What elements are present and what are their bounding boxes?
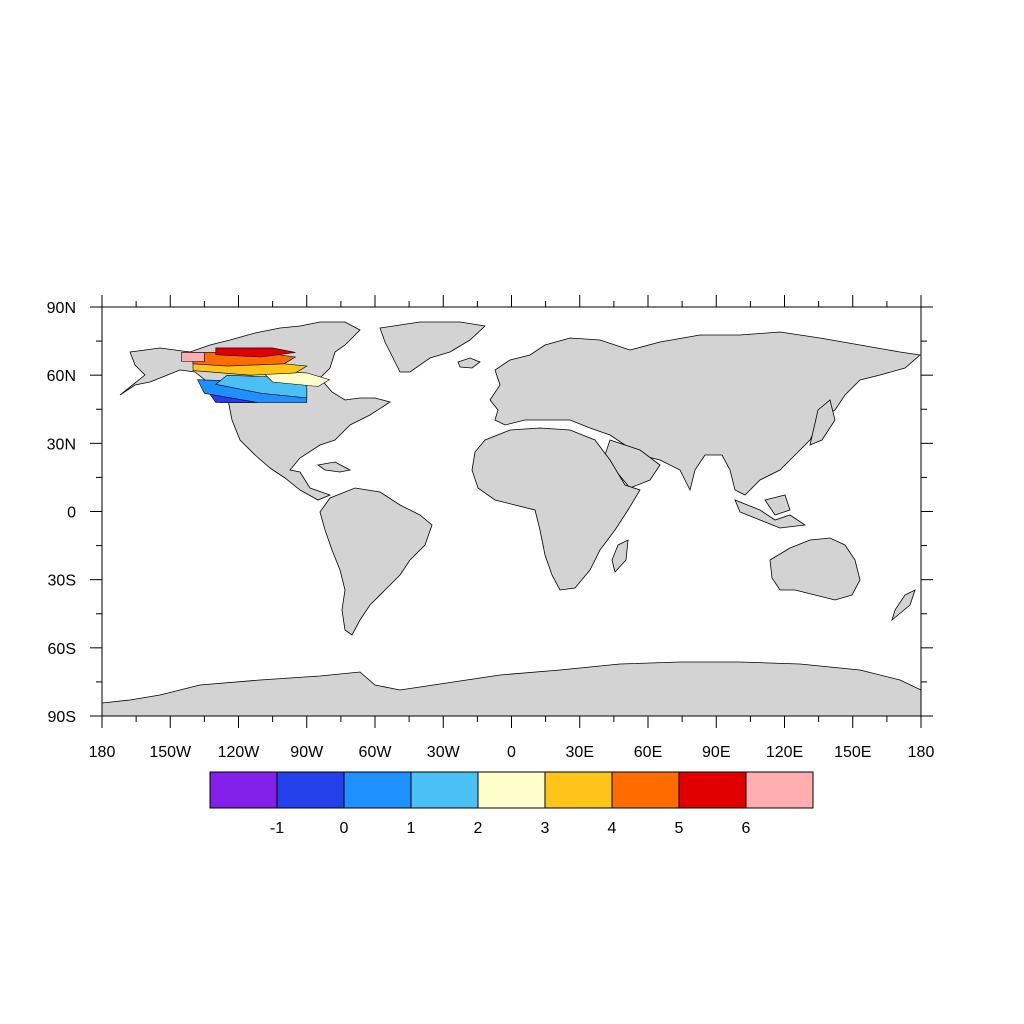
colorbar-level-label: 0	[340, 820, 349, 837]
iceland	[457, 357, 481, 369]
colorbar-level-label: -1	[270, 820, 284, 837]
lon-label: 30W	[427, 744, 461, 761]
lat-label: 60N	[47, 368, 76, 385]
lon-label: 30E	[566, 744, 594, 761]
colorbar-level-label: 3	[541, 820, 550, 837]
australia	[769, 537, 861, 601]
colorbar-box	[544, 771, 613, 809]
lon-label: 150W	[149, 744, 192, 761]
lon-label: 0	[507, 744, 516, 761]
colorbar-box	[745, 771, 814, 809]
lat-label: 0	[67, 505, 76, 522]
borneo	[764, 494, 791, 516]
lat-label: 30S	[48, 573, 76, 590]
land-masses	[101, 321, 922, 717]
longitude-labels: 180 150W 120W 90W 60W 30W 0 30E 60E 90E 120E 150E 18…	[89, 744, 935, 761]
greenland	[379, 321, 486, 373]
colorbar-level-label: 1	[407, 820, 416, 837]
cuba	[316, 461, 352, 473]
lon-label: 90E	[702, 744, 730, 761]
lon-label: 120W	[218, 744, 261, 761]
lon-label: 60W	[359, 744, 393, 761]
antarctica	[101, 661, 922, 717]
lon-label: 60E	[634, 744, 662, 761]
colorbar-box	[477, 771, 546, 809]
colorbar-box	[678, 771, 747, 809]
lat-label: 90S	[48, 709, 76, 726]
axis-ticks	[90, 295, 933, 728]
lat-label: 30N	[47, 436, 76, 453]
contour-band	[215, 347, 296, 358]
latitude-labels: 90N 60N 30N 0 30S 60S 90S	[47, 300, 76, 726]
africa	[471, 427, 641, 591]
lon-label: 90W	[290, 744, 324, 761]
lon-label: 180	[89, 744, 116, 761]
colorbar-box	[611, 771, 680, 809]
colorbar-box	[209, 771, 278, 809]
new-zealand	[891, 589, 916, 622]
colorbar-box	[276, 771, 345, 809]
lon-label: 150E	[834, 744, 871, 761]
lon-label: 120E	[766, 744, 803, 761]
colorbar-level-label: 4	[608, 820, 617, 837]
colorbar-box	[343, 771, 412, 809]
contour-fill-region	[181, 347, 331, 403]
colorbar-level-label: 2	[474, 820, 483, 837]
colorbar-level-label: 6	[742, 820, 751, 837]
colorbar	[209, 771, 814, 809]
contour-band	[260, 370, 331, 387]
japan	[809, 399, 836, 446]
lon-label: 180	[908, 744, 935, 761]
lat-label: 60S	[48, 641, 76, 658]
madagascar	[611, 539, 629, 573]
colorbar-labels: -1 0 1 2 3 4 5 6	[270, 820, 751, 837]
north-america	[119, 321, 391, 501]
contour-band	[181, 352, 205, 362]
indonesia	[734, 499, 807, 529]
colorbar-level-label: 5	[675, 820, 684, 837]
south-america	[319, 487, 433, 636]
lat-label: 90N	[47, 300, 76, 317]
colorbar-box	[410, 771, 479, 809]
eurasia	[489, 331, 921, 496]
